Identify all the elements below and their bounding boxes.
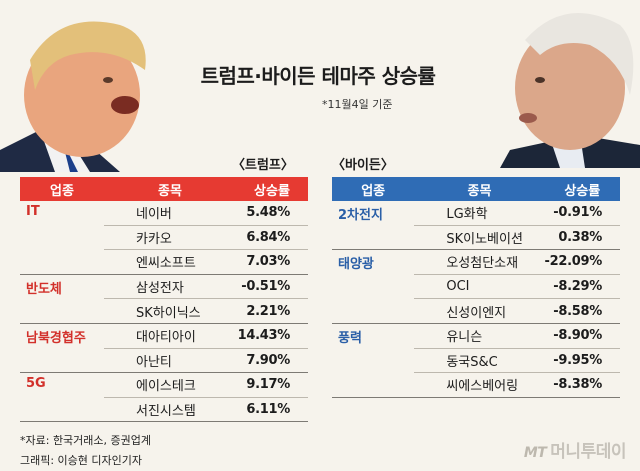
trump-table: 업종 종목 상승률 IT 네이버 5.48% 카카오 6.84% 엔씨소프트 7.03% 반도체 삼성… (20, 177, 308, 423)
sector-label: 태양광 (332, 249, 415, 324)
stock-rate: 5.48% (236, 201, 308, 226)
stock-rate: 14.43% (236, 323, 308, 349)
stock-name: SK하이닉스 (104, 298, 236, 324)
table-header-row: 업종 종목 상승률 (20, 177, 308, 201)
stock-name: 카카오 (104, 225, 236, 251)
table-row: SK이노베이션 0.38% (332, 225, 620, 251)
stock-name: 동국S&C (414, 348, 545, 374)
sector-label: 반도체 (20, 274, 104, 324)
stock-name: 아난티 (104, 348, 236, 374)
sector-label: 남북경협주 (20, 323, 104, 374)
stock-rate: -8.90% (544, 323, 620, 349)
stock-rate: -8.58% (544, 298, 620, 324)
stock-name: OCI (414, 274, 545, 300)
table-row: 남북경협주 대아티아이 14.43% (20, 323, 308, 374)
table-row: 5G 에이스테크 9.17% (20, 372, 308, 423)
stock-name: 씨에스베어링 (414, 372, 545, 398)
column-header: 업종 (332, 177, 415, 201)
table-row: 2차전지 LG화학 -0.91% (332, 201, 620, 251)
stock-name: 에이스테크 (104, 372, 236, 398)
stock-name: 삼성전자 (104, 274, 236, 300)
stock-name: 오성첨단소재 (414, 249, 545, 275)
publisher-watermark: MT 머니투데이 (523, 437, 627, 462)
table-row: 엔씨소프트 7.03% (20, 249, 308, 275)
table-row: OCI -8.29% (332, 274, 620, 300)
source-note: *자료: 한국거래소, 증권업계 (20, 434, 152, 447)
table-header-row: 업종 종목 상승률 (332, 177, 620, 201)
stock-rate: -8.38% (544, 372, 620, 398)
stock-rate: 9.17% (236, 372, 308, 398)
graphic-credit: 그래픽: 이승현 디자인기자 (20, 454, 143, 467)
table-row: 서진시스템 6.11% (20, 397, 308, 423)
column-header: 상승률 (544, 177, 620, 201)
stock-rate: -22.09% (544, 249, 620, 275)
trump-photo (0, 0, 165, 172)
column-header: 업종 (20, 177, 104, 201)
stock-name: 서진시스템 (104, 397, 236, 423)
table-row: 풍력 유니슨 -8.90% (332, 323, 620, 398)
table-row: 신성이엔지 -8.58% (332, 298, 620, 324)
stock-name: 유니슨 (414, 323, 545, 349)
stock-name: 신성이엔지 (414, 298, 545, 324)
table-row: 아난티 7.90% (20, 348, 308, 374)
chart-title: 트럼프·바이든 테마주 상승률 (200, 64, 436, 88)
stock-name: 네이버 (104, 201, 236, 226)
stock-rate: -8.29% (544, 274, 620, 300)
watermark-mt: MT (523, 445, 547, 461)
stock-name: LG화학 (414, 201, 545, 226)
column-header: 상승률 (236, 177, 308, 201)
stock-rate: 2.21% (236, 298, 308, 324)
stock-rate: 7.03% (236, 249, 308, 275)
stock-name: 대아티아이 (104, 323, 236, 349)
table-row: 반도체 삼성전자 -0.51% (20, 274, 308, 324)
sector-label: IT (20, 201, 104, 275)
table-row: SK하이닉스 2.21% (20, 298, 308, 324)
sector-label: 풍력 (332, 323, 415, 398)
biden-table: 업종 종목 상승률 2차전지 LG화학 -0.91% SK이노베이션 0.38% 태양광 오성첨단… (332, 177, 620, 398)
date-note: *11월4일 기준 (322, 98, 393, 111)
stock-name: SK이노베이션 (414, 225, 545, 251)
trump-section-label: 〈트럼프〉 (232, 158, 294, 173)
sector-label: 2차전지 (332, 201, 415, 251)
stock-rate: -9.95% (544, 348, 620, 374)
stock-rate: 7.90% (236, 348, 308, 374)
column-header: 종목 (104, 177, 236, 201)
table-row: 태양광 오성첨단소재 -22.09% (332, 249, 620, 324)
stock-rate: 6.84% (236, 225, 308, 251)
table-row: 씨에스베어링 -8.38% (332, 372, 620, 398)
table-row: IT 네이버 5.48% (20, 201, 308, 275)
table-row: 카카오 6.84% (20, 225, 308, 251)
sector-label: 5G (20, 372, 104, 423)
watermark-name: 머니투데이 (550, 442, 626, 462)
stock-rate: -0.51% (236, 274, 308, 300)
stock-rate: -0.91% (544, 201, 620, 226)
stock-name: 엔씨소프트 (104, 249, 236, 275)
table-row: 동국S&C -9.95% (332, 348, 620, 374)
stock-rate: 6.11% (236, 397, 308, 423)
biden-section-label: 〈바이든〉 (332, 158, 394, 173)
biden-photo (470, 0, 640, 168)
stock-rate: 0.38% (544, 225, 620, 251)
column-header: 종목 (414, 177, 545, 201)
